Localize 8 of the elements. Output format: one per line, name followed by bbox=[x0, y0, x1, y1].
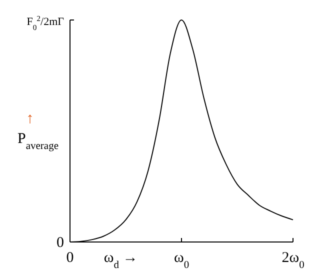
text: F$_{0}$$^{2}$/2mΓ bbox=[26, 14, 64, 32]
x-tick-label: 2ω$_{0}$ bbox=[282, 250, 304, 270]
text: ↑ bbox=[26, 111, 34, 127]
x-tick-label: ω$_{0}$ bbox=[174, 250, 190, 270]
y-axis-title: P$_{average}$ bbox=[18, 131, 59, 152]
text: 0 bbox=[56, 235, 64, 251]
x-tick-label: 0 bbox=[66, 250, 74, 266]
x-axis-title: ω$_{d}$ → bbox=[104, 250, 138, 270]
